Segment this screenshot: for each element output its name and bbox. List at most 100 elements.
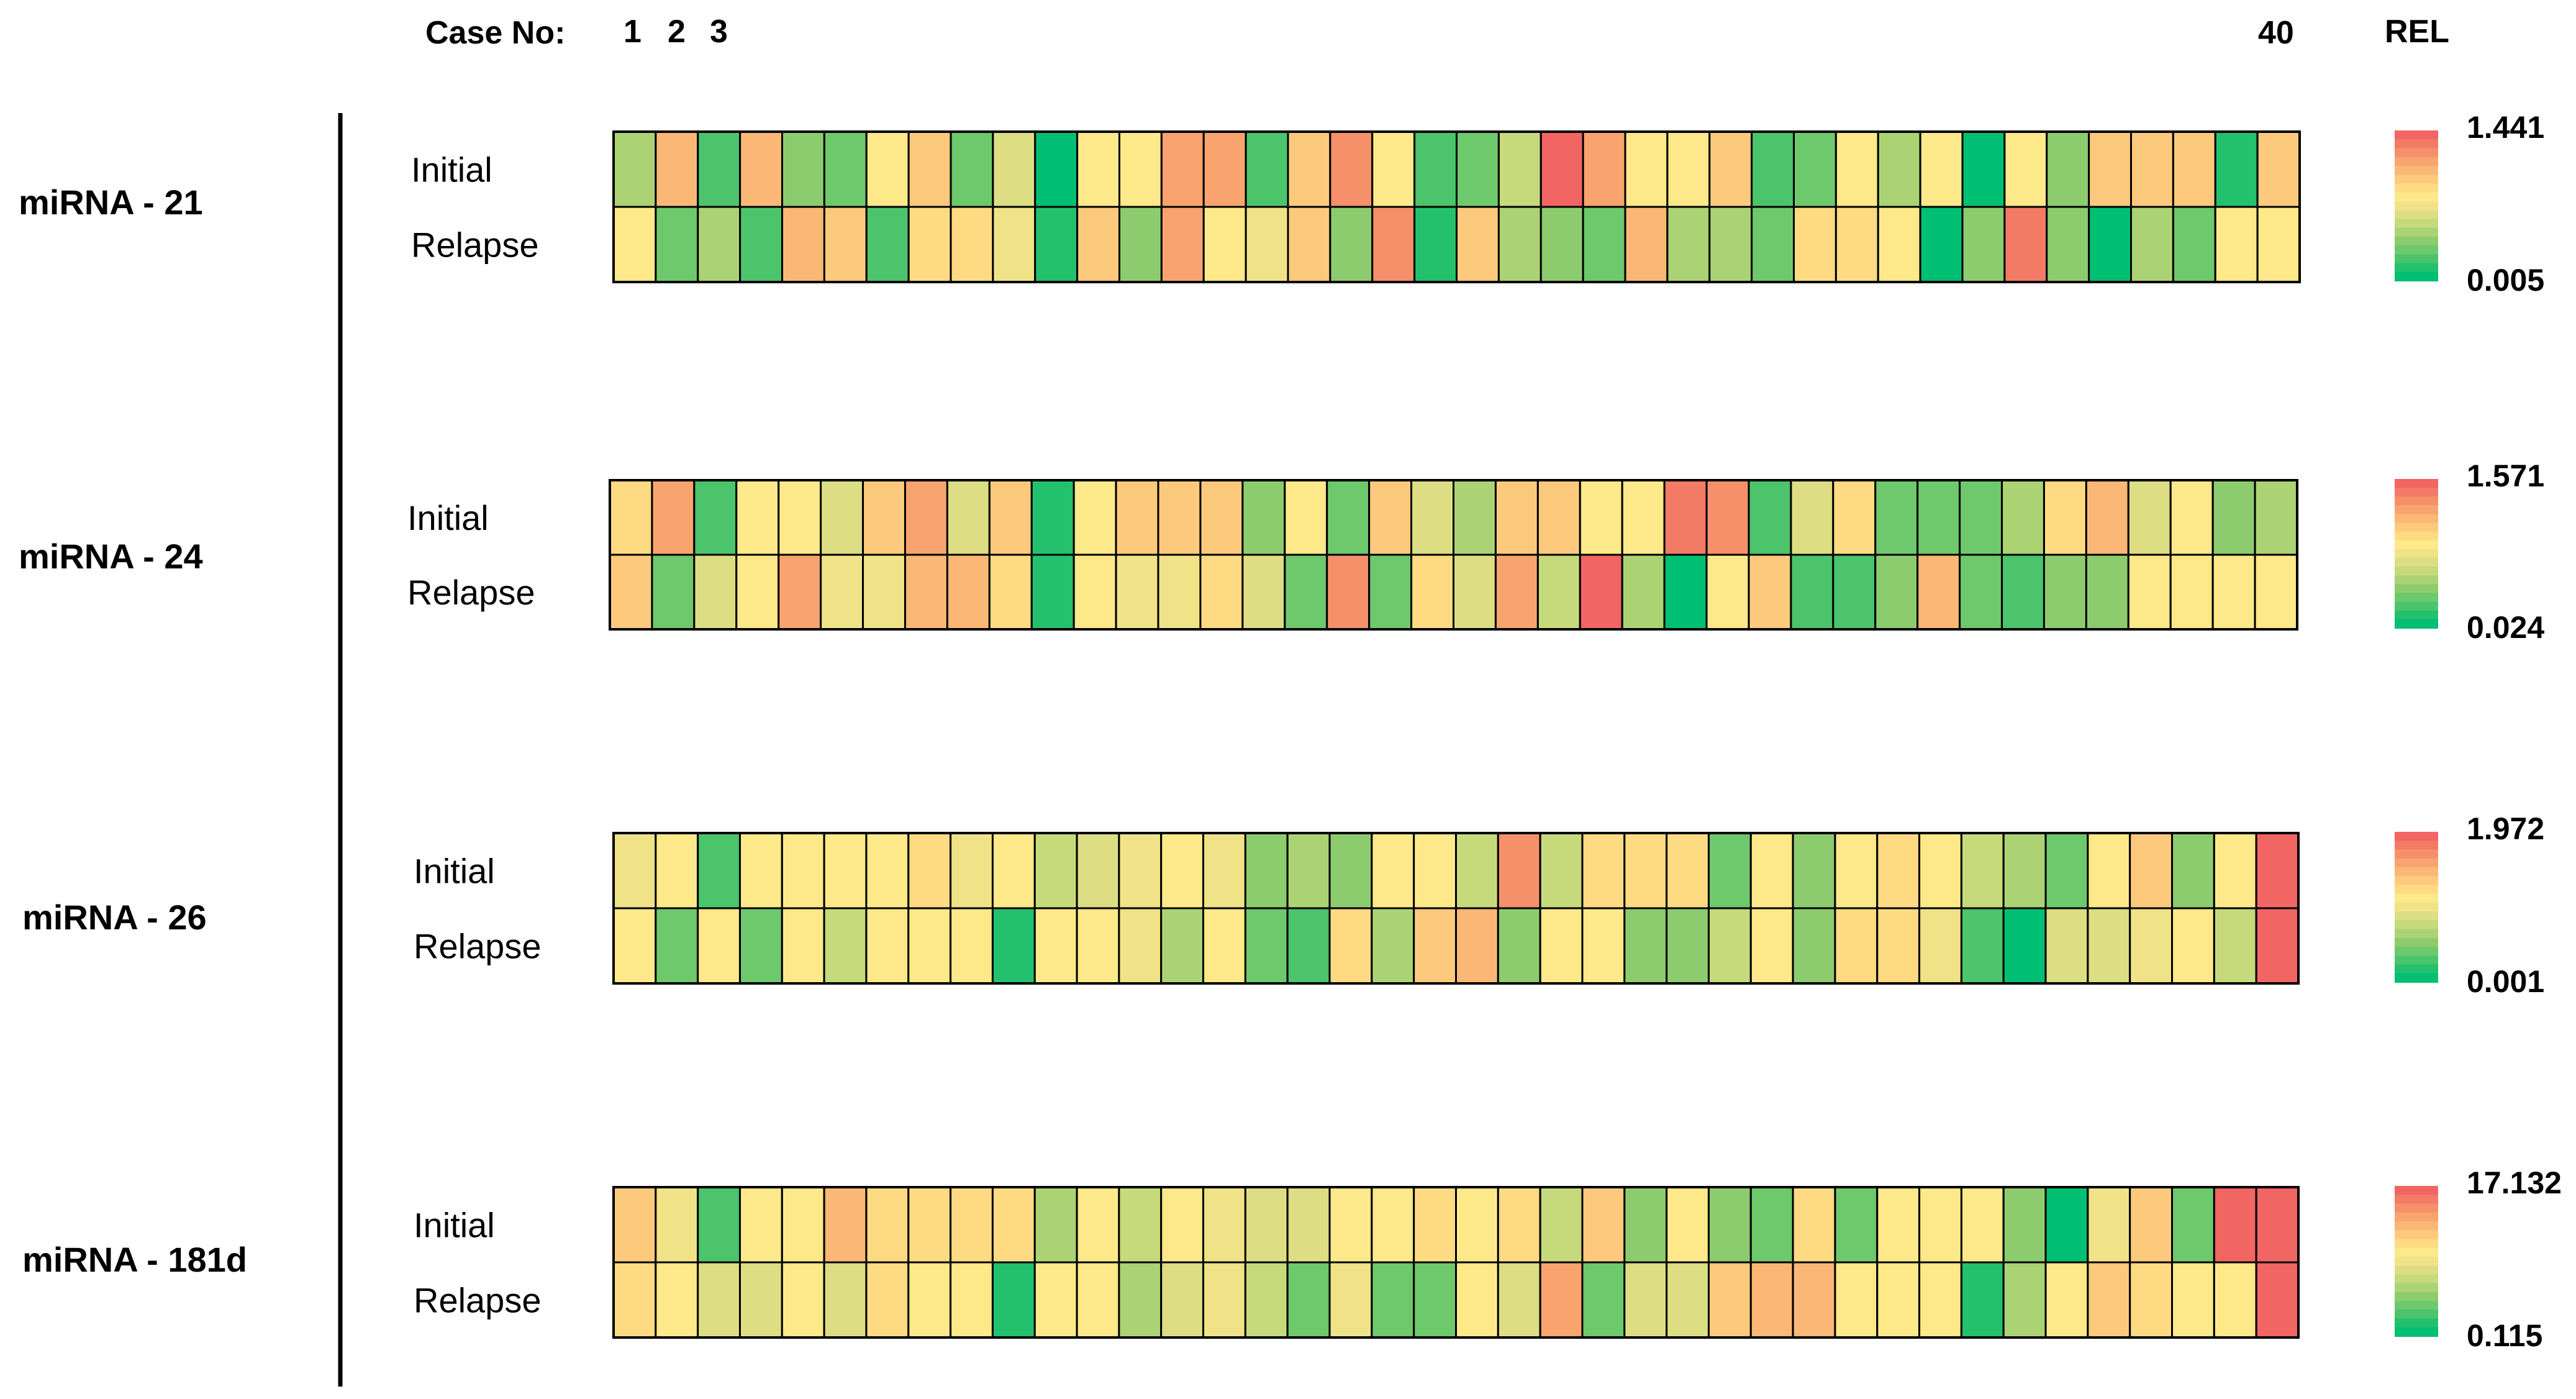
heatmap-cell bbox=[1623, 907, 1668, 985]
heatmap-cell bbox=[992, 206, 1036, 283]
color-scale-segment bbox=[2395, 219, 2438, 229]
heatmap-cell bbox=[2256, 130, 2301, 208]
heatmap-cell bbox=[1160, 832, 1205, 909]
heatmap-cell bbox=[2169, 479, 2214, 556]
color-scale-segment bbox=[2395, 183, 2438, 193]
heatmap-cell bbox=[2046, 206, 2090, 283]
heatmap-cell bbox=[2255, 1186, 2300, 1264]
color-scale-segment bbox=[2395, 575, 2438, 585]
heatmap-cell bbox=[1749, 1186, 1794, 1264]
heatmap-cell bbox=[2172, 206, 2216, 283]
heatmap-cell bbox=[2046, 130, 2090, 208]
heatmap-cell bbox=[950, 1261, 994, 1339]
color-scale-segment bbox=[2395, 601, 2438, 611]
heatmap-cell bbox=[1536, 479, 1581, 556]
color-scale-segment bbox=[2395, 1186, 2438, 1196]
heatmap-cell bbox=[1834, 1261, 1879, 1339]
heatmap-cell bbox=[1368, 479, 1413, 556]
color-scale-segment bbox=[2395, 858, 2438, 868]
heatmap-cell bbox=[1157, 479, 1202, 556]
color-scale-segment bbox=[2395, 1247, 2438, 1257]
heatmap-cell bbox=[655, 1261, 699, 1339]
color-scale-segment bbox=[2395, 254, 2438, 264]
heatmap-cell bbox=[2254, 479, 2298, 556]
heatmap-cell bbox=[1453, 554, 1497, 631]
heatmap-cell bbox=[2130, 130, 2174, 208]
color-scale-segment bbox=[2395, 1327, 2438, 1337]
heatmap-cell bbox=[1834, 130, 1879, 208]
heatmap-cell bbox=[1199, 479, 1244, 556]
heatmap-cell bbox=[693, 554, 738, 631]
heatmap-cell bbox=[1536, 554, 1581, 631]
color-scale-segment bbox=[2395, 522, 2438, 532]
heatmap-cell bbox=[739, 130, 783, 208]
heatmap-cell bbox=[2172, 130, 2216, 208]
heatmap-cell bbox=[1076, 1261, 1120, 1339]
heatmap-cell bbox=[1918, 832, 1962, 909]
color-scale-segment bbox=[2395, 1203, 2438, 1213]
heatmap-cell bbox=[2044, 832, 2089, 909]
heatmap-cell bbox=[1961, 130, 2006, 208]
color-scale-segment bbox=[2395, 619, 2438, 629]
heatmap-cell bbox=[1034, 206, 1079, 283]
heatmap-cell bbox=[781, 206, 825, 283]
heatmap-cell bbox=[991, 1261, 1036, 1339]
color-scale-segment bbox=[2395, 584, 2438, 594]
row-label: Relapse bbox=[407, 573, 535, 612]
heatmap-cell bbox=[1413, 907, 1458, 985]
heatmap-cell bbox=[1328, 1261, 1373, 1339]
color-scale-segment bbox=[2395, 876, 2438, 886]
heatmap-cell bbox=[1115, 554, 1159, 631]
heatmap-cell bbox=[950, 907, 994, 985]
color-scale-segment bbox=[2395, 496, 2438, 506]
color-scale-segment bbox=[2395, 964, 2438, 974]
heatmap-cell bbox=[2171, 832, 2215, 909]
heatmap-cell bbox=[1244, 907, 1289, 985]
color-scale-segment bbox=[2395, 610, 2438, 620]
heatmap-cell bbox=[1582, 206, 1626, 283]
row-label: Initial bbox=[407, 498, 489, 537]
heatmap-cell bbox=[738, 907, 783, 985]
color-scale-segment bbox=[2395, 937, 2438, 948]
heatmap-cell bbox=[1832, 554, 1877, 631]
color-scale-segment bbox=[2395, 1310, 2438, 1319]
heatmap-cell bbox=[2129, 832, 2174, 909]
heatmap-cell bbox=[1751, 130, 1795, 208]
heatmap-cell bbox=[1748, 479, 1792, 556]
heatmap-cell bbox=[2211, 554, 2256, 631]
row-label: Initial bbox=[414, 1206, 495, 1245]
color-scale-segment bbox=[2395, 505, 2438, 515]
heatmap-cell bbox=[1749, 1261, 1794, 1339]
heatmap-cell bbox=[1286, 1261, 1331, 1339]
heatmap-cell bbox=[1792, 1186, 1836, 1264]
heatmap-cell bbox=[1666, 907, 1710, 985]
heatmap-cell bbox=[1033, 832, 1078, 909]
heatmap-cell bbox=[2085, 479, 2129, 556]
heatmap-cell bbox=[1623, 832, 1668, 909]
heatmap-cell bbox=[2129, 907, 2174, 985]
color-scale-segment bbox=[2395, 488, 2438, 498]
heatmap-cell bbox=[1284, 554, 1328, 631]
heatmap-cell bbox=[1371, 832, 1415, 909]
heatmap-cell bbox=[1707, 907, 1752, 985]
heatmap-cell bbox=[1371, 907, 1415, 985]
heatmap-cell bbox=[2043, 554, 2087, 631]
heatmap-cell bbox=[1581, 1186, 1626, 1264]
heatmap-cell bbox=[1118, 206, 1163, 283]
heatmap-cell bbox=[907, 832, 952, 909]
heatmap-cell bbox=[907, 206, 952, 283]
color-scale-segment bbox=[2395, 1292, 2438, 1302]
heatmap-cell bbox=[1160, 206, 1205, 283]
heatmap-cell bbox=[2003, 206, 2048, 283]
heatmap-cell bbox=[2001, 479, 2045, 556]
heatmap-cell bbox=[2002, 1261, 2047, 1339]
heatmap-panel: miRNA - 21 Initial Relapse 1.441 0.005 bbox=[19, 110, 2544, 298]
heatmap-cell bbox=[1621, 479, 1666, 556]
color-scale-segment bbox=[2395, 1256, 2438, 1267]
heatmap-cell bbox=[2003, 130, 2048, 208]
heatmap-cell bbox=[1244, 1261, 1289, 1339]
heatmap-frame bbox=[609, 479, 2298, 631]
color-scale-segment bbox=[2395, 175, 2438, 185]
color-scale-segment bbox=[2395, 245, 2438, 255]
row-label: Initial bbox=[414, 852, 495, 891]
